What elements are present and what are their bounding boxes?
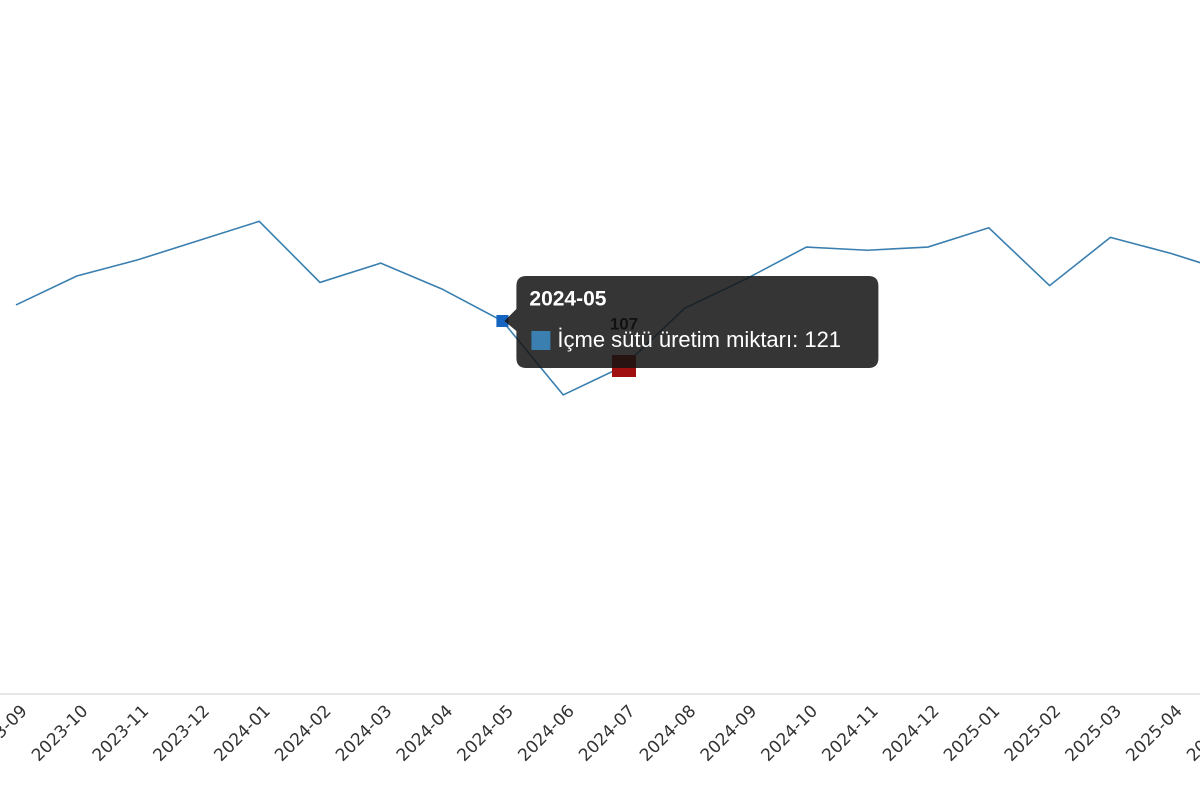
tooltip-swatch xyxy=(531,330,551,350)
tooltip-text: İçme sütü üretim miktarı: 121 xyxy=(557,327,841,352)
tooltip-box xyxy=(504,275,879,368)
x-tick-label: 2025-02 xyxy=(1001,701,1065,765)
x-tick-label: 2024-10 xyxy=(758,701,822,765)
x-tick-label: 2023-12 xyxy=(150,701,214,765)
x-tick-label: 2023-11 xyxy=(89,701,153,765)
x-tick-label: 2025-04 xyxy=(1122,701,1186,765)
x-tick-label: 2024-11 xyxy=(818,701,882,765)
x-tick-label: 2024-12 xyxy=(879,701,943,765)
x-tick-label: 2023-10 xyxy=(28,701,92,765)
tooltip: 2024-05 İçme sütü üretim miktarı: 121 xyxy=(504,275,879,368)
x-tick-label: 2024-04 xyxy=(393,701,457,765)
x-tick-label: 2025-05 xyxy=(1183,701,1200,765)
x-tick-label: 2024-05 xyxy=(454,701,518,765)
x-tick-label: 2024-01 xyxy=(210,701,274,765)
x-tick-label: 2024-09 xyxy=(697,701,761,765)
x-tick-label: 2025-01 xyxy=(940,701,1004,765)
x-tick-label: 2024-07 xyxy=(575,701,639,765)
x-tick-label: 2025-03 xyxy=(1062,701,1126,765)
x-tick-label: 2024-08 xyxy=(636,701,700,765)
x-tick-label: 2024-06 xyxy=(514,701,578,765)
hover-marker xyxy=(496,314,509,327)
x-tick-label: 2024-02 xyxy=(271,701,335,765)
tooltip-title: 2024-05 xyxy=(529,288,606,311)
x-tick-label: 2024-03 xyxy=(332,701,396,765)
x-tick-label: 2023-09 xyxy=(0,701,32,765)
